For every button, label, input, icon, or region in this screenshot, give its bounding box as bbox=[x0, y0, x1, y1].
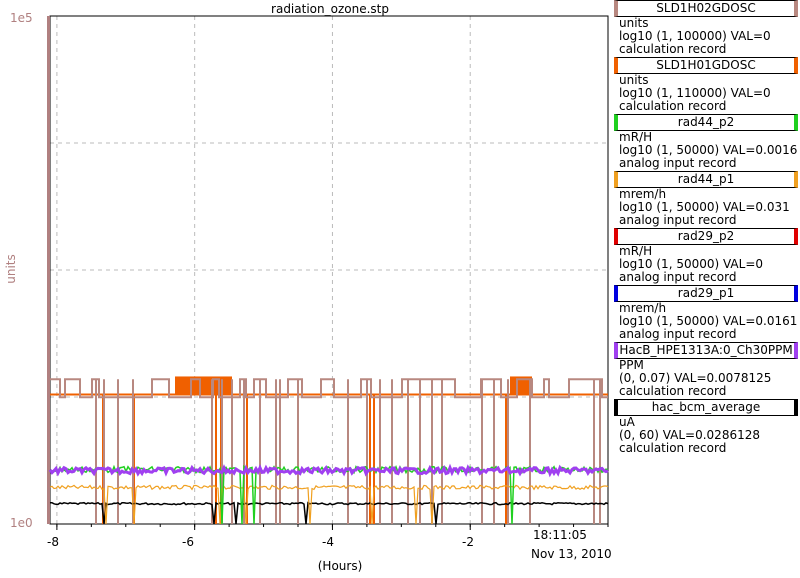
y-axis-bottom-label: 1e0 bbox=[10, 516, 33, 530]
legend-record-type: analog input record bbox=[619, 213, 737, 227]
legend-record-type: calculation record bbox=[619, 99, 727, 113]
legend-channel-button[interactable]: rad44_p1 bbox=[614, 171, 798, 188]
legend-entry: hac_bcm_average uA (0, 60) VAL=0.0286128… bbox=[614, 399, 800, 456]
legend-channel-button[interactable]: rad29_p2 bbox=[614, 228, 798, 245]
legend-channel-button[interactable]: hac_bcm_average bbox=[614, 399, 798, 416]
legend-record-type: calculation record bbox=[619, 42, 727, 56]
legend-channel-button[interactable]: HacB_HPE1313A:0_Ch30PPM bbox=[614, 342, 798, 359]
legend-record-type: analog input record bbox=[619, 156, 737, 170]
legend-units: PPM bbox=[619, 358, 644, 372]
legend-record-type: analog input record bbox=[619, 270, 737, 284]
legend-range: log10 (1, 50000) VAL=0.031 bbox=[619, 200, 790, 214]
legend-entry: rad44_p2 mR/H log10 (1, 50000) VAL=0.001… bbox=[614, 114, 800, 171]
series-hac_bcm_average bbox=[49, 501, 609, 525]
legend-entry: rad29_p1 mrem/h log10 (1, 50000) VAL=0.0… bbox=[614, 285, 800, 342]
legend-range: log10 (1, 100000) VAL=0 bbox=[619, 29, 771, 43]
legend-record-type: analog input record bbox=[619, 327, 737, 341]
legend-units: units bbox=[619, 16, 649, 30]
legend-channel-button[interactable]: rad29_p1 bbox=[614, 285, 798, 302]
y-axis-bar bbox=[47, 16, 50, 524]
x-tick-label: -4 bbox=[322, 535, 334, 549]
legend-entry: rad29_p2 mR/H log10 (1, 50000) VAL=0 ana… bbox=[614, 228, 800, 285]
series-SLD1H02GDOSC bbox=[50, 378, 608, 399]
legend-range: log10 (1, 110000) VAL=0 bbox=[619, 86, 771, 100]
legend-channel-button[interactable]: SLD1H01GDOSC bbox=[614, 57, 798, 74]
timestamp-time: 18:11:05 bbox=[533, 528, 587, 542]
x-tick-label: -8 bbox=[47, 535, 59, 549]
y-axis-top-label: 1e5 bbox=[10, 11, 33, 25]
legend-range: (0, 60) VAL=0.0286128 bbox=[619, 428, 760, 442]
x-axis-label: (Hours) bbox=[317, 559, 363, 573]
legend-units: mrem/h bbox=[619, 187, 667, 201]
x-tick-label: -2 bbox=[462, 535, 474, 549]
timestamp-date: Nov 13, 2010 bbox=[531, 547, 612, 561]
legend-range: (0, 0.07) VAL=0.0078125 bbox=[619, 371, 772, 385]
legend-panel: SLD1H02GDOSC units log10 (1, 100000) VAL… bbox=[614, 0, 800, 456]
legend-range: log10 (1, 50000) VAL=0.0161 bbox=[619, 314, 798, 328]
series-SLD1H01GDOSC-block bbox=[175, 376, 232, 395]
legend-range: log10 (1, 50000) VAL=0.0016 bbox=[619, 143, 798, 157]
legend-entry: HacB_HPE1313A:0_Ch30PPM PPM (0, 0.07) VA… bbox=[614, 342, 800, 399]
legend-units: units bbox=[619, 73, 649, 87]
x-tick-label: -6 bbox=[182, 535, 194, 549]
legend-range: log10 (1, 50000) VAL=0 bbox=[619, 257, 764, 271]
legend-entry: SLD1H02GDOSC units log10 (1, 100000) VAL… bbox=[614, 0, 800, 57]
legend-channel-button[interactable]: SLD1H02GDOSC bbox=[614, 0, 798, 17]
legend-record-type: calculation record bbox=[619, 441, 727, 455]
legend-units: mrem/h bbox=[619, 301, 667, 315]
legend-units: mR/H bbox=[619, 130, 653, 144]
plot-area[interactable] bbox=[0, 0, 612, 578]
plot-title: radiation_ozone.stp bbox=[271, 2, 389, 16]
legend-record-type: calculation record bbox=[619, 384, 727, 398]
legend-entry: SLD1H01GDOSC units log10 (1, 110000) VAL… bbox=[614, 57, 800, 114]
legend-entry: rad44_p1 mrem/h log10 (1, 50000) VAL=0.0… bbox=[614, 171, 800, 228]
series-rad44_p1 bbox=[49, 484, 609, 525]
legend-units: uA bbox=[619, 415, 635, 429]
legend-channel-button[interactable]: rad44_p2 bbox=[614, 114, 798, 131]
series-HacB_HPE1313A bbox=[48, 463, 609, 478]
series-SLD1H01GDOSC-block bbox=[510, 376, 532, 395]
legend-units: mR/H bbox=[619, 244, 653, 258]
